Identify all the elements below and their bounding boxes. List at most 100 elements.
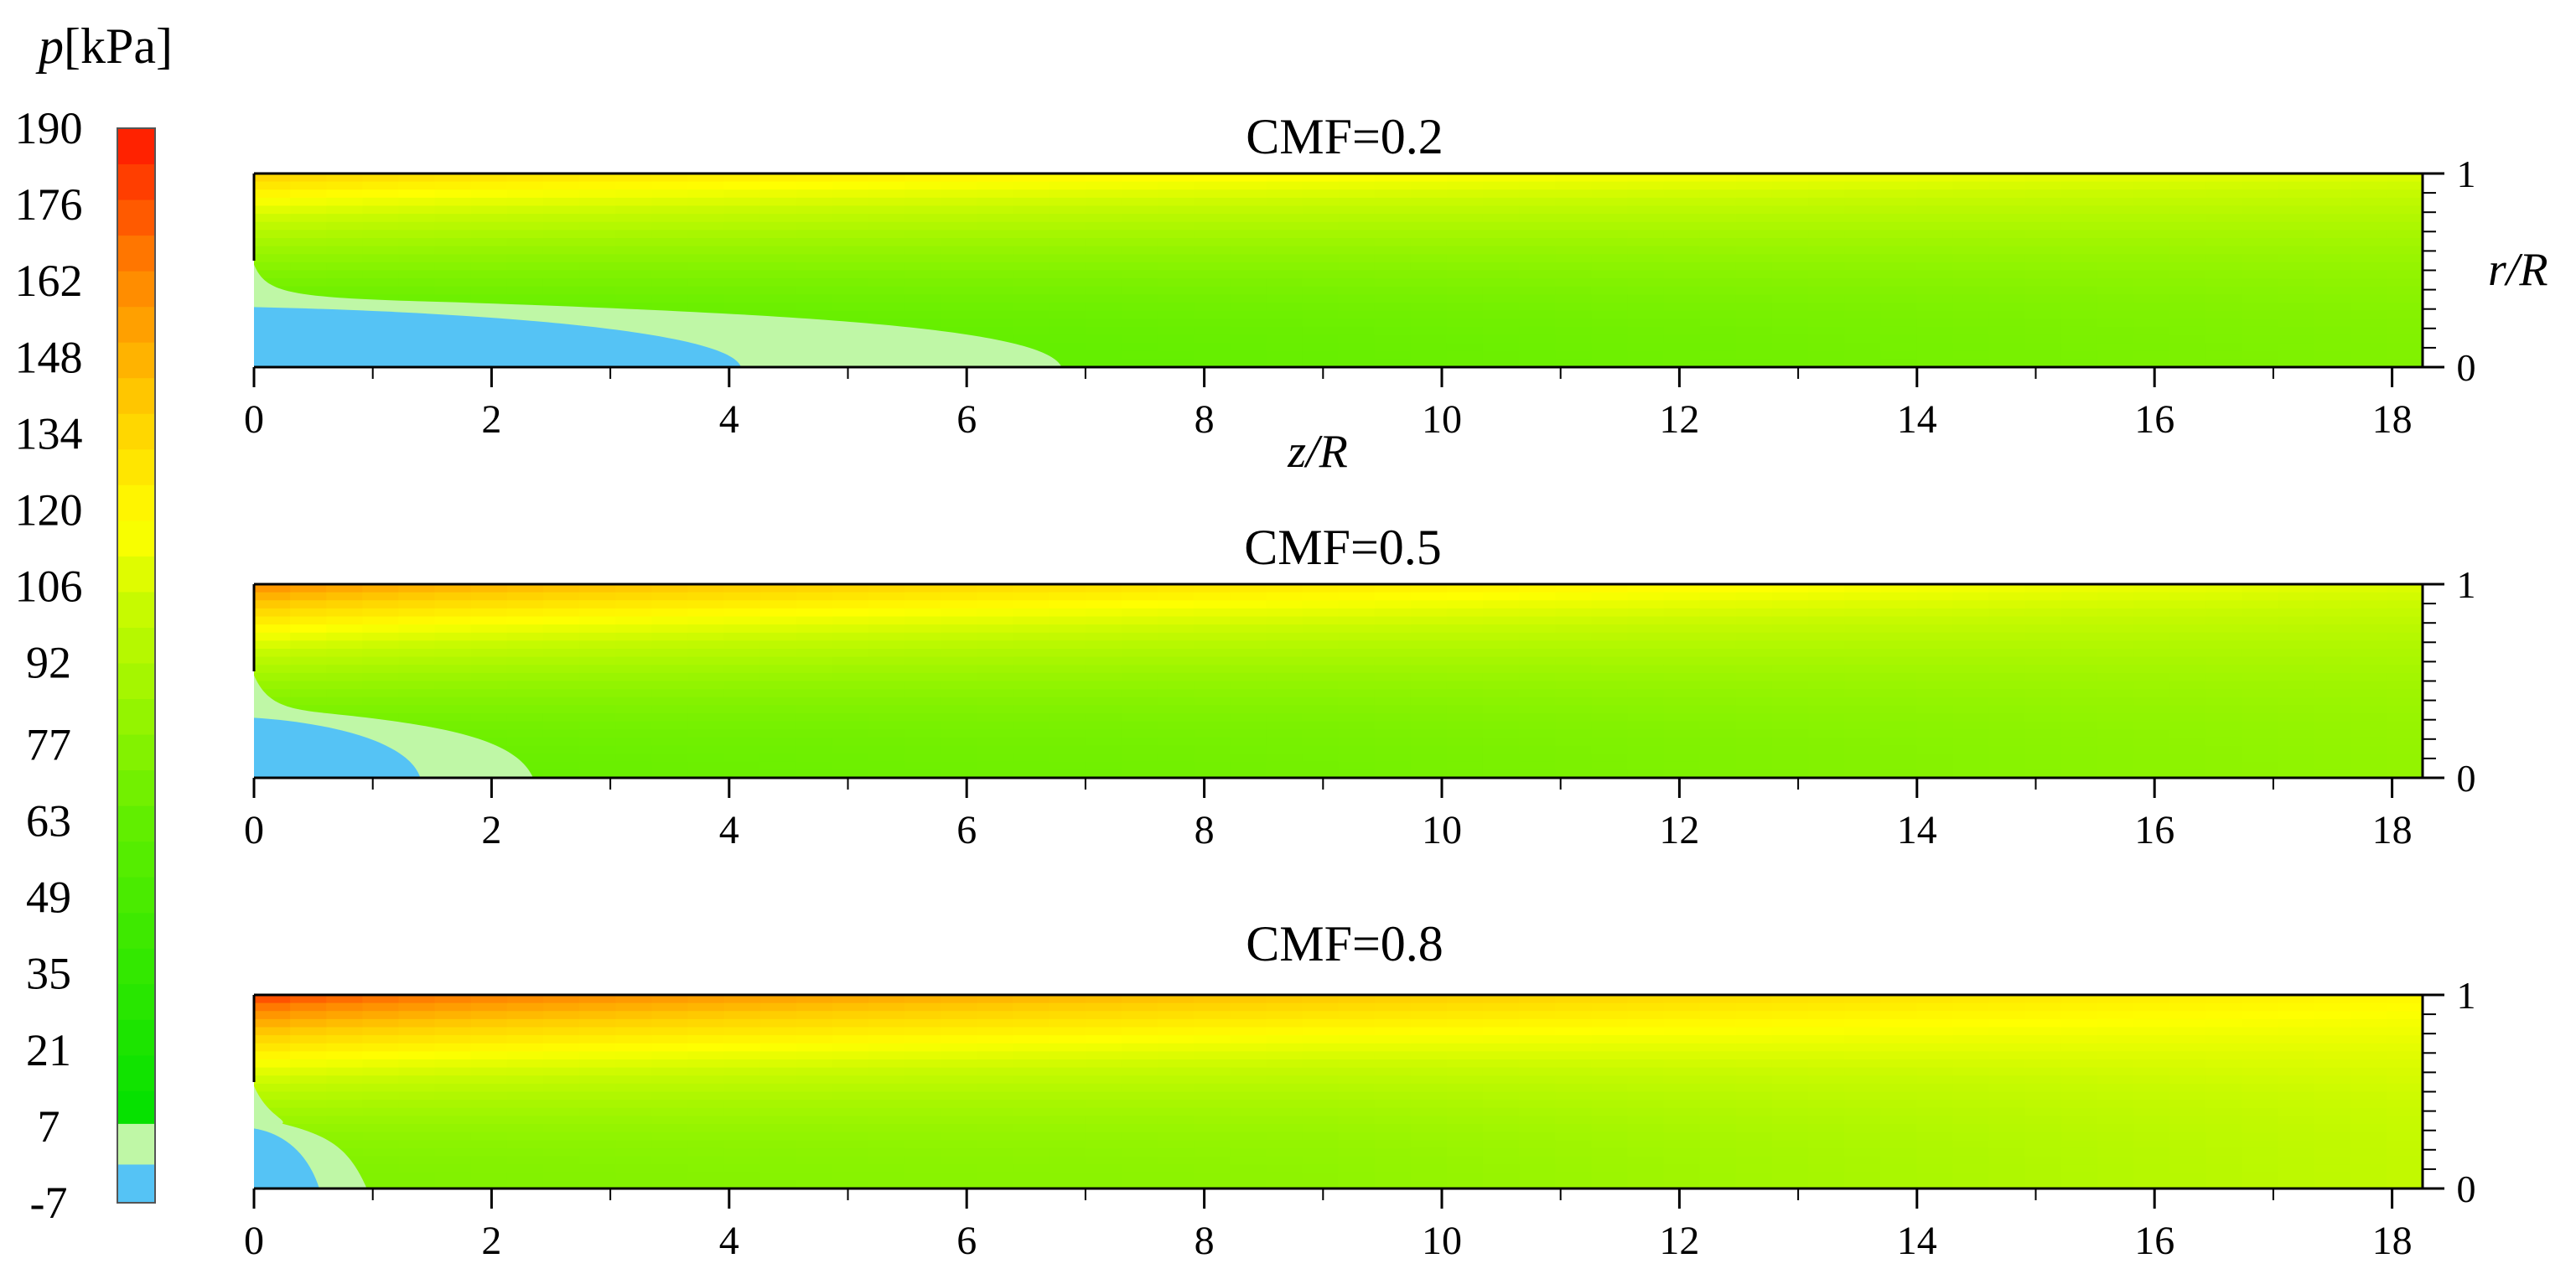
contour-cell xyxy=(1952,189,1990,199)
contour-cell xyxy=(1013,1018,1050,1028)
contour-cell xyxy=(1085,754,1122,763)
contour-cell xyxy=(1627,326,1665,336)
contour-cell xyxy=(615,729,653,738)
contour-cell xyxy=(579,230,616,239)
contour-cell xyxy=(1808,1002,1845,1012)
contour-cell xyxy=(470,1027,508,1036)
contour-cell xyxy=(2169,254,2207,263)
contour-cell xyxy=(579,705,616,714)
contour-cell xyxy=(1482,1027,1520,1036)
contour-cell xyxy=(2350,1075,2387,1085)
contour-cell xyxy=(1482,600,1520,609)
contour-cell xyxy=(1121,672,1158,682)
contour-cell xyxy=(1627,294,1665,303)
contour-cell xyxy=(2097,649,2134,658)
contour-cell xyxy=(2133,359,2170,367)
contour-cell xyxy=(1519,294,1556,303)
contour-cell xyxy=(1844,205,1882,215)
contour-cell xyxy=(868,303,905,312)
contour-cell xyxy=(1988,326,2026,336)
contour-cell xyxy=(2314,656,2351,666)
contour-cell xyxy=(1446,1002,1484,1012)
contour-cell xyxy=(1085,181,1122,191)
contour-cell xyxy=(1916,608,1954,618)
contour-cell xyxy=(2278,616,2315,625)
contour-cell xyxy=(1591,1164,1629,1173)
contour-cell xyxy=(1916,689,1954,698)
contour-cell xyxy=(1808,649,1845,658)
colorbar-tick-label: 148 xyxy=(15,332,83,382)
contour-cell xyxy=(1735,1164,1773,1173)
contour-cell xyxy=(1482,1132,1520,1142)
contour-cell xyxy=(1013,592,1050,602)
contour-cell xyxy=(1013,995,1050,1004)
contour-cell xyxy=(1880,1172,1918,1182)
contour-cell xyxy=(1410,737,1448,747)
contour-cell xyxy=(904,278,942,287)
contour-cell xyxy=(542,254,580,263)
contour-cell xyxy=(579,616,616,625)
contour-cell xyxy=(254,592,291,602)
contour-cell xyxy=(2314,173,2351,183)
contour-cell xyxy=(1555,294,1593,303)
contour-cell xyxy=(506,681,544,690)
contour-cell xyxy=(1230,1107,1267,1117)
contour-cell xyxy=(1266,1083,1304,1093)
contour-cell xyxy=(2278,1147,2315,1157)
contour-cell xyxy=(1410,326,1448,336)
contour-cell xyxy=(1374,721,1412,731)
contour-cell xyxy=(615,189,653,199)
contour-cell xyxy=(1049,262,1086,272)
contour-cell xyxy=(1157,672,1195,682)
contour-cell xyxy=(941,310,978,320)
contour-cell xyxy=(2097,318,2134,328)
contour-cell xyxy=(1771,1051,1809,1060)
contour-cell xyxy=(1988,761,2026,771)
contour-cell xyxy=(1194,769,1231,778)
contour-cell xyxy=(759,246,797,256)
contour-cell xyxy=(1808,600,1845,609)
contour-cell xyxy=(1771,624,1809,634)
contour-cell xyxy=(1771,230,1809,239)
contour-cell xyxy=(904,230,942,239)
contour-cell xyxy=(2386,754,2423,763)
contour-cell xyxy=(2314,649,2351,658)
contour-cell xyxy=(1266,230,1304,239)
contour-cell xyxy=(1627,181,1665,191)
contour-cell xyxy=(868,278,905,287)
contour-cell xyxy=(2205,697,2243,707)
contour-cell xyxy=(1374,689,1412,698)
colorbar-band xyxy=(117,306,155,343)
contour-cell xyxy=(651,592,689,602)
contour-cell xyxy=(1952,1116,1990,1125)
contour-cell xyxy=(651,624,689,634)
contour-cell xyxy=(470,1172,508,1182)
contour-cell xyxy=(326,1043,364,1053)
contour-cell xyxy=(1988,254,2026,263)
contour-cell xyxy=(1013,286,1050,296)
contour-cell xyxy=(1085,769,1122,778)
contour-cell xyxy=(2205,713,2243,722)
contour-cell xyxy=(326,230,364,239)
contour-cell xyxy=(904,632,942,642)
contour-cell xyxy=(506,189,544,199)
contour-cell xyxy=(1266,350,1304,360)
contour-cell xyxy=(2060,1075,2098,1085)
contour-cell xyxy=(2278,1011,2315,1020)
contour-cell xyxy=(1121,681,1158,690)
contour-cell xyxy=(1627,350,1665,360)
contour-cell xyxy=(2060,995,2098,1004)
contour-cell xyxy=(2133,624,2170,634)
contour-cell xyxy=(579,270,616,279)
contour-cell xyxy=(1519,262,1556,272)
contour-cell xyxy=(868,584,905,593)
contour-cell xyxy=(470,286,508,296)
contour-cell xyxy=(1482,270,1520,279)
contour-cell xyxy=(434,1091,472,1101)
contour-cell xyxy=(470,665,508,674)
contour-cell xyxy=(1988,1051,2026,1060)
contour-cell xyxy=(1844,600,1882,609)
contour-cell xyxy=(1591,254,1629,263)
contour-cell xyxy=(1446,181,1484,191)
contour-cell xyxy=(1302,359,1340,367)
